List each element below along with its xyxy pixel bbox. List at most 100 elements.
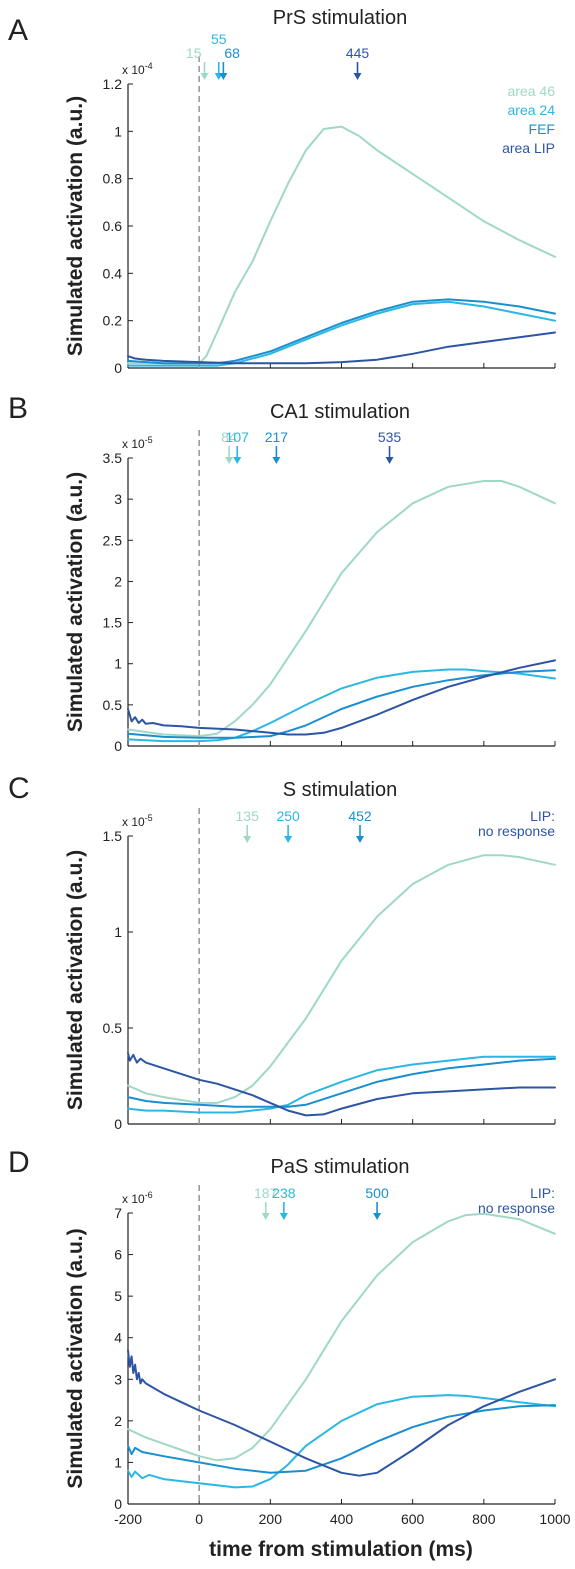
onset-label: 445: [346, 45, 370, 61]
series-line-area-46: [127, 854, 556, 1104]
panel-letter: C: [8, 772, 30, 805]
onset-label: 217: [265, 429, 289, 445]
series-line-area-lip: [127, 1052, 556, 1117]
exponent-base: x 10: [122, 437, 145, 451]
lip-no-response-note: LIP:: [530, 1185, 555, 1201]
onset-label: 135: [236, 808, 260, 824]
y-tick-label: 1.2: [103, 76, 123, 92]
y-exponent-label: x 10-6: [122, 1190, 153, 1206]
y-axis-label: Simulated activation (a.u.): [64, 472, 87, 732]
panel-title: PaS stimulation: [271, 1156, 410, 1178]
series-line-area-lip: [127, 331, 556, 365]
series-line-area-24: [127, 300, 556, 367]
onset-label: 500: [365, 1185, 389, 1201]
panel-title: S stimulation: [283, 779, 398, 801]
y-tick-label: 1: [114, 924, 122, 940]
y-tick-label: 4: [114, 1330, 122, 1346]
lip-no-response-note: no response: [478, 1200, 555, 1216]
y-tick-label: 2: [114, 573, 122, 589]
x-tick-label: -200: [114, 1511, 142, 1527]
y-tick-label: 0.6: [103, 218, 123, 234]
lip-no-response-note: no response: [478, 823, 555, 839]
panel-letter: B: [8, 392, 28, 425]
panel-C: C S stimulation 0 0.5 1 1.5x 10-5 Simulated ac…: [8, 772, 556, 1132]
onset-arrow-head: [279, 1213, 288, 1220]
onset-arrow-head: [284, 836, 293, 843]
series-line-area-24: [127, 1055, 556, 1114]
exponent-power: -5: [145, 435, 153, 445]
y-tick-label: 6: [114, 1247, 122, 1263]
onset-arrow-head: [219, 73, 228, 80]
legend-entry: area 24: [508, 102, 556, 118]
y-tick-label: 0.5: [103, 1020, 123, 1036]
onset-label: 84: [221, 429, 237, 445]
x-tick-label: 200: [259, 1511, 283, 1527]
onset-label: 107: [226, 429, 250, 445]
onset-arrow-head: [243, 836, 252, 843]
exponent-base: x 10: [122, 63, 145, 77]
series-line-area-24: [127, 1394, 556, 1489]
y-axis-label: Simulated activation (a.u.): [64, 96, 87, 356]
y-tick-label: 0.5: [103, 697, 123, 713]
onset-label: 187: [254, 1185, 278, 1201]
y-tick-label: 3.5: [103, 450, 123, 466]
exponent-power: -4: [145, 61, 153, 71]
onset-label: 15: [186, 45, 202, 61]
exponent-power: -5: [145, 813, 153, 823]
series-line-fef: [127, 1404, 556, 1474]
onset-arrow-head: [261, 1213, 270, 1220]
series-line-area-lip: [127, 659, 556, 736]
exponent-power: -6: [145, 1190, 153, 1200]
series-line-area-24: [127, 668, 556, 743]
y-tick-label: 0.8: [103, 171, 123, 187]
series-line-area-46: [127, 1212, 556, 1462]
onset-arrow-head: [356, 836, 365, 843]
y-axis-label: Simulated activation (a.u.): [64, 1228, 87, 1488]
onset-arrow-head: [233, 457, 242, 464]
x-tick-label: 1000: [539, 1511, 570, 1527]
y-tick-label: 0: [114, 1496, 122, 1512]
legend-entry: FEF: [529, 121, 555, 137]
panel-title: CA1 stimulation: [270, 401, 410, 423]
y-tick-label: 0: [114, 1116, 122, 1132]
legend-entry: area LIP: [502, 140, 555, 156]
onset-arrow-head: [373, 1213, 382, 1220]
panel-letter: D: [8, 1146, 30, 1179]
onset-label: 250: [276, 808, 300, 824]
onset-label: 535: [378, 429, 402, 445]
onset-arrow-head: [200, 73, 209, 80]
y-tick-label: 5: [114, 1288, 122, 1304]
onset-arrow-head: [385, 457, 394, 464]
y-tick-label: 2: [114, 1413, 122, 1429]
x-tick-label: 400: [330, 1511, 354, 1527]
y-tick-label: 1: [114, 123, 122, 139]
y-tick-label: 1: [114, 656, 122, 672]
y-tick-label: 3: [114, 1371, 122, 1387]
series-line-area-46: [127, 125, 556, 365]
onset-arrow-head: [353, 73, 362, 80]
onset-label: 68: [224, 45, 240, 61]
panel-letter: A: [8, 14, 28, 47]
y-exponent-label: x 10-5: [122, 435, 153, 451]
onset-label: 452: [348, 808, 372, 824]
y-tick-label: 0.2: [103, 313, 123, 329]
exponent-base: x 10: [122, 815, 145, 829]
y-tick-label: 1.5: [103, 615, 123, 631]
y-tick-label: 3: [114, 491, 122, 507]
series-line-fef: [127, 669, 556, 739]
panel-A: A PrS stimulation 0 0.2 0.4 0.6 0.8 1 1.2x 10-4 S…: [8, 7, 556, 376]
y-exponent-label: x 10-5: [122, 813, 153, 829]
x-axis-label: time from stimulation (ms): [209, 1538, 473, 1561]
onset-label: 55: [211, 31, 227, 47]
x-tick-label: 800: [472, 1511, 496, 1527]
series-line-fef: [127, 1057, 556, 1108]
y-axis-label: Simulated activation (a.u.): [64, 850, 87, 1110]
x-tick-label: 0: [195, 1511, 203, 1527]
y-tick-label: 0: [114, 360, 122, 376]
panel-B: B CA1 stimulation 0 0.5 1 1.5 2 2.5 3 3.5x 10-5 Si…: [8, 392, 556, 754]
x-tick-label: 600: [401, 1511, 425, 1527]
onset-label: 238: [272, 1185, 296, 1201]
y-exponent-label: x 10-4: [122, 61, 153, 77]
y-tick-label: 0: [114, 738, 122, 754]
